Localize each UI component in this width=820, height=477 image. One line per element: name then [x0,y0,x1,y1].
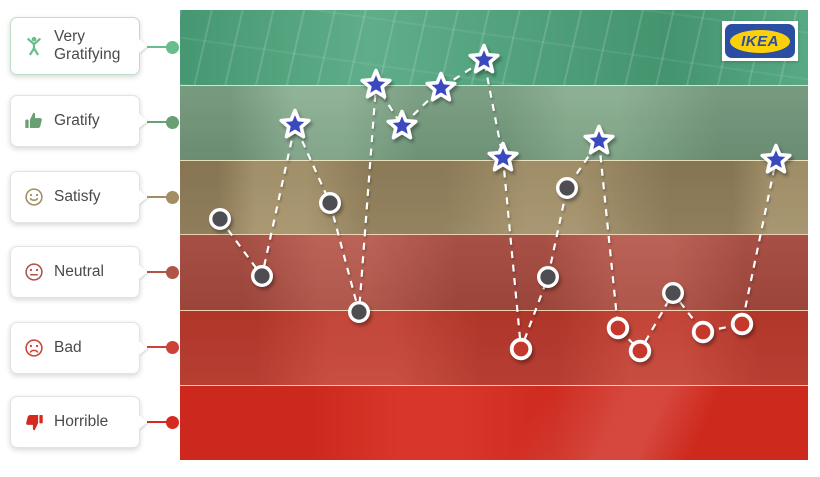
sad-face-icon [25,339,43,357]
level-row-gratify: Gratify [10,95,180,147]
dot-marker-step-12 [537,266,560,289]
label-box-pointer [139,39,148,53]
level-label-box-bad: Bad [10,322,140,374]
level-label-bad: Bad [54,339,82,357]
level-label-box-very-gratifying: Very Gratifying [10,17,140,75]
star-marker-step-20 [760,143,792,174]
level-label-box-neutral: Neutral [10,246,140,298]
connector-line-bad [147,346,172,348]
connector-line-satisfy [147,196,172,198]
level-label-very-gratifying: Very Gratifying [54,28,121,63]
connector-line-very-gratifying [147,46,172,48]
journey-line-plot [209,43,792,363]
star-marker-step-10 [487,141,519,172]
dot-marker-step-2 [250,265,273,288]
connector-line-horrible [147,421,172,423]
dot-marker-step-5 [347,301,370,324]
ring-marker-step-18 [691,320,715,344]
connector-dot-horrible [166,415,179,429]
connector-dot-very-gratifying [166,40,179,54]
star-marker-step-3 [279,108,311,139]
ikea-logo: IKEA [722,21,798,61]
ikea-logo-blue-field: IKEA [725,24,795,58]
star-marker-step-6 [360,68,392,99]
dot-marker-step-13 [556,176,579,199]
level-row-bad: Bad [10,322,180,374]
connector-dot-bad [166,340,179,354]
dot-marker-step-1 [209,207,232,230]
star-marker-step-14 [583,124,615,155]
level-row-very-gratifying: Very Gratifying [10,17,180,75]
label-box-pointer [139,415,148,429]
level-label-horrible: Horrible [54,413,109,431]
ring-marker-step-15 [606,316,630,340]
ikea-logo-yellow-ellipse: IKEA [730,29,790,53]
band-horrible [180,385,808,460]
journey-line [219,58,778,353]
thumbs-down-icon [26,414,43,431]
neutral-face-icon [25,263,43,281]
star-marker-step-7 [386,109,418,140]
label-box-pointer [139,341,148,355]
ring-marker-step-19 [730,312,754,336]
star-marker-step-8 [425,71,457,102]
level-label-neutral: Neutral [54,263,104,281]
dot-marker-step-17 [662,282,685,305]
journey-chart: IKEA [180,10,808,460]
label-box-pointer [139,114,148,128]
smiley-face-icon [25,188,43,206]
ring-marker-step-16 [628,339,652,363]
connector-dot-satisfy [166,190,179,204]
level-row-neutral: Neutral [10,246,180,298]
level-label-satisfy: Satisfy [54,188,101,206]
connector-dot-gratify [166,115,179,129]
level-label-box-satisfy: Satisfy [10,171,140,223]
connector-line-neutral [147,271,172,273]
level-label-gratify: Gratify [54,112,100,130]
dot-marker-step-4 [318,191,341,214]
person-cheering-icon [27,36,41,56]
connector-line-gratify [147,121,172,123]
ikea-logo-text: IKEA [741,32,779,50]
thumbs-up-icon [25,112,42,129]
label-box-pointer [139,190,148,204]
label-box-pointer [139,265,148,279]
band-neutral [180,234,808,310]
level-row-horrible: Horrible [10,396,180,448]
level-row-satisfy: Satisfy [10,171,180,223]
level-label-box-horrible: Horrible [10,396,140,448]
ring-marker-step-11 [509,337,533,361]
connector-dot-neutral [166,265,179,279]
star-marker-step-9 [468,43,500,74]
level-label-box-gratify: Gratify [10,95,140,147]
